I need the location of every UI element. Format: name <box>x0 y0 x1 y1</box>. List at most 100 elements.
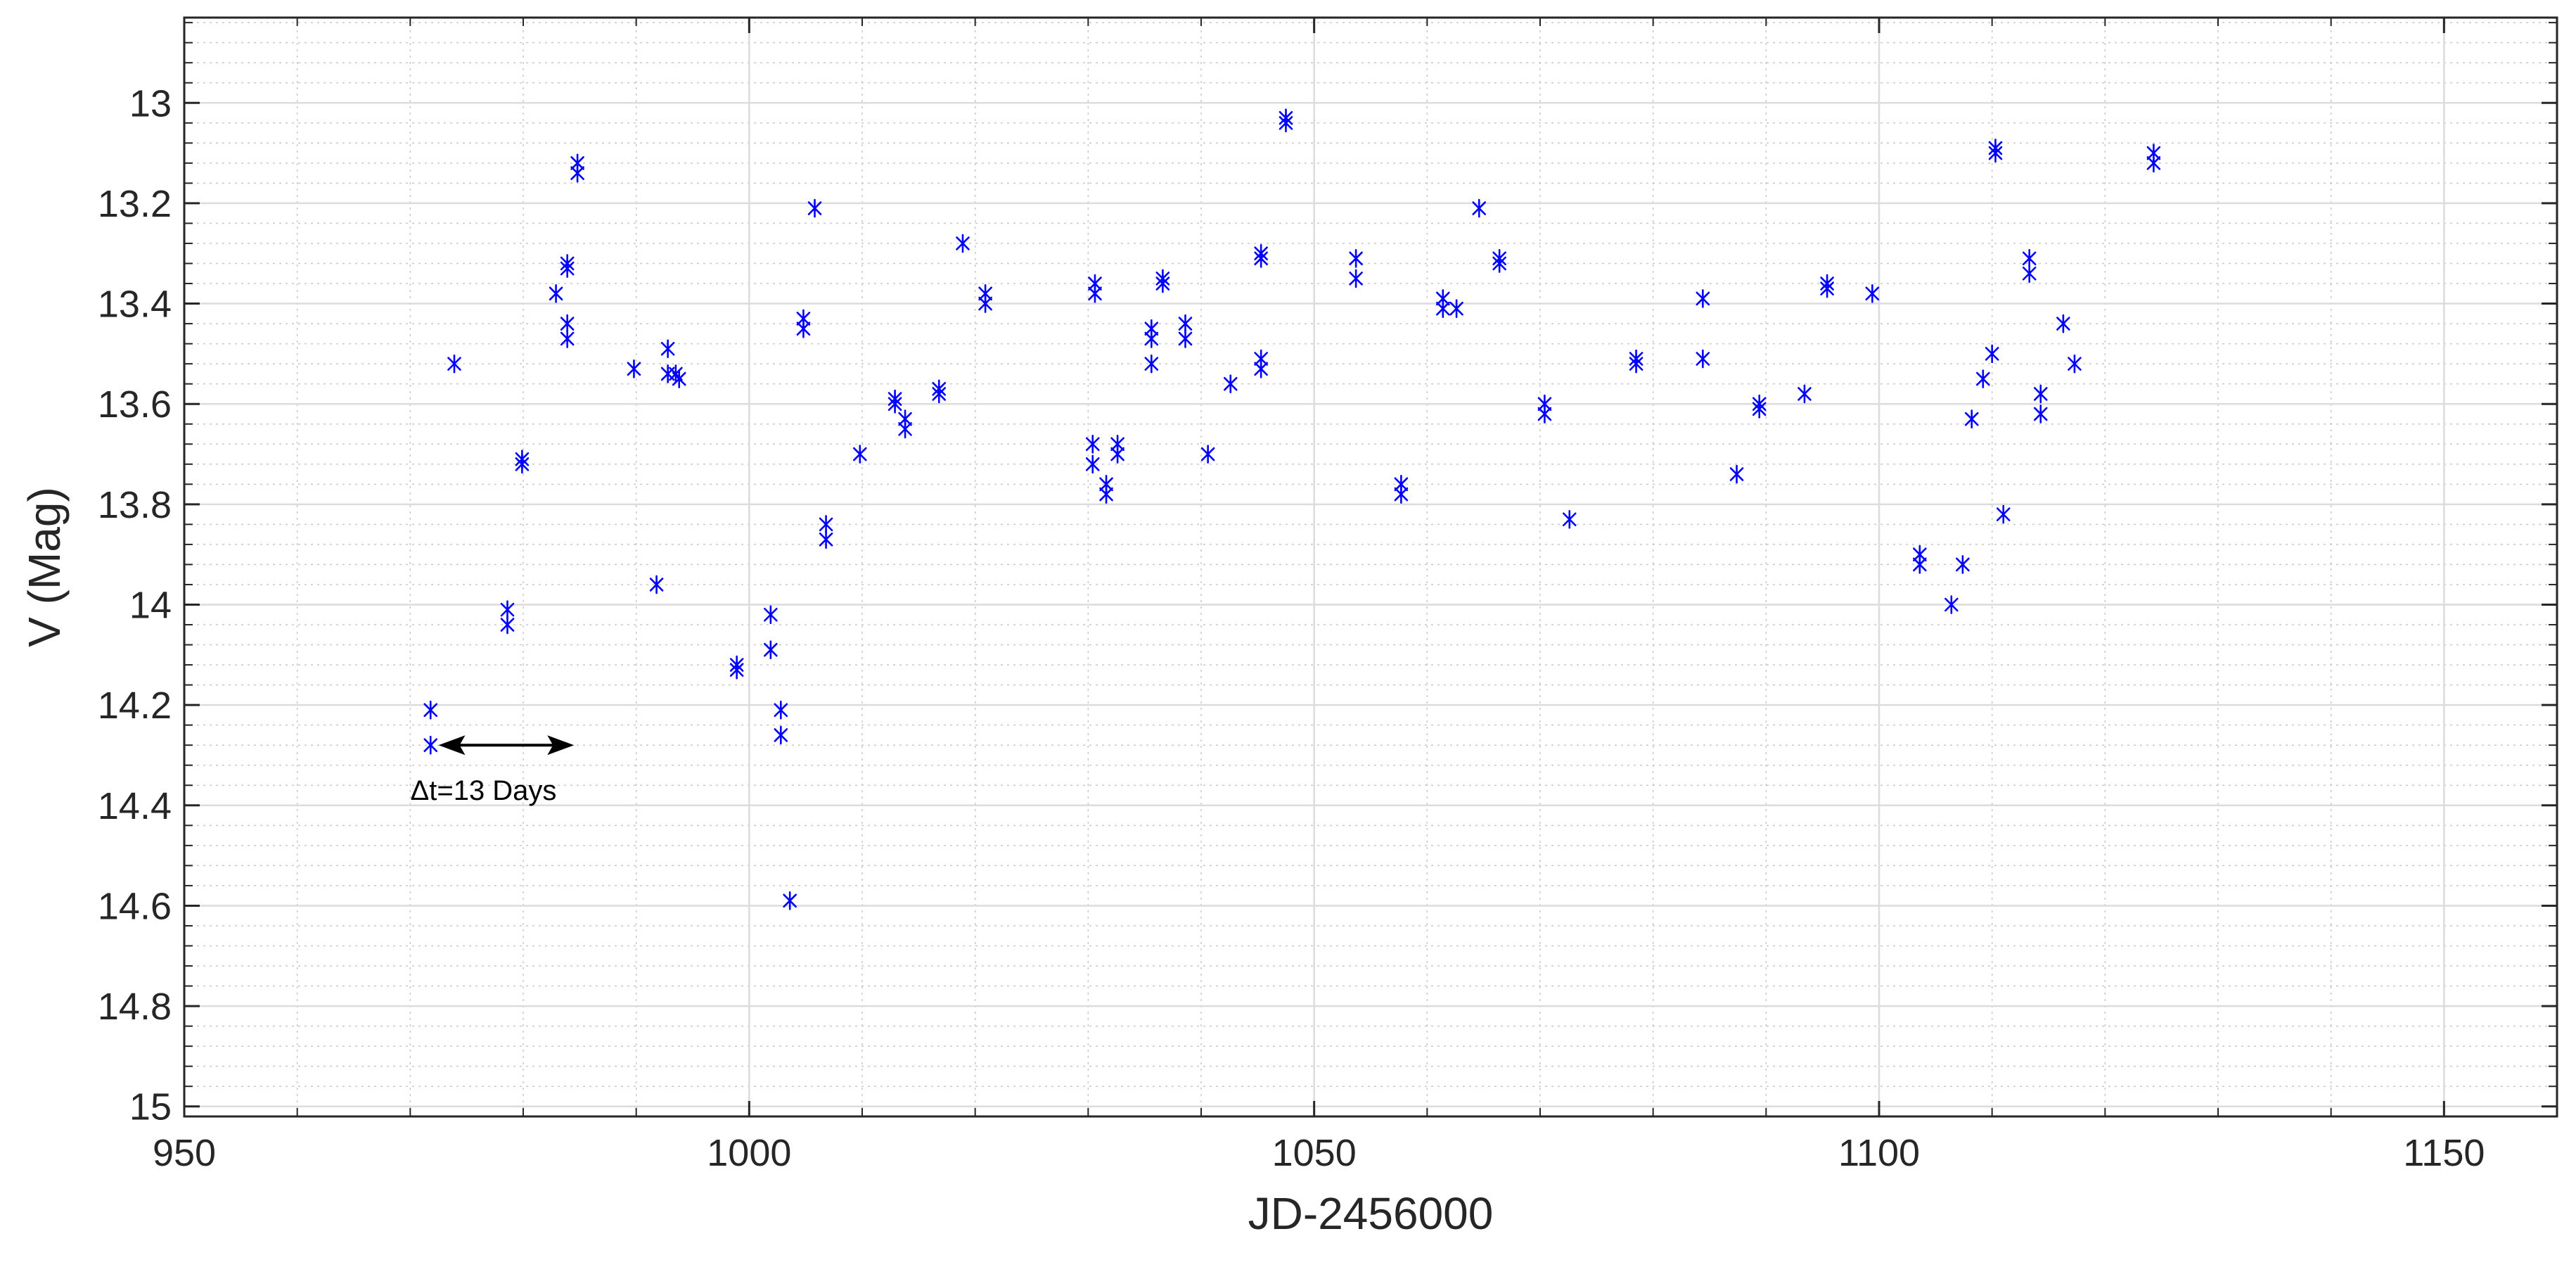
data-point <box>560 259 575 278</box>
data-point <box>783 891 797 910</box>
data-point <box>956 234 970 253</box>
data-point <box>2022 264 2037 284</box>
data-point <box>1696 289 1710 308</box>
data-point <box>1913 555 1927 574</box>
data-point <box>807 198 822 218</box>
data-point <box>2068 354 2082 374</box>
data-point <box>1349 249 1363 268</box>
data-point <box>649 575 664 594</box>
data-point <box>774 700 788 720</box>
data-point <box>774 725 788 745</box>
data-point <box>852 445 867 464</box>
data-point <box>1144 329 1159 348</box>
y-tick-label: 13.6 <box>98 383 172 426</box>
data-points <box>423 108 2161 910</box>
data-point <box>500 615 515 635</box>
y-tick-label: 14.6 <box>98 885 172 927</box>
data-point <box>1254 359 1268 378</box>
y-tick-label: 13.4 <box>98 284 172 326</box>
y-tick-label: 14.8 <box>98 986 172 1028</box>
annotation-label: Δt=13 Days <box>411 775 557 806</box>
arrowhead-right <box>547 735 575 756</box>
data-point <box>819 515 833 534</box>
data-point <box>1865 284 1880 303</box>
x-tick-label: 1150 <box>2403 1132 2485 1174</box>
x-axis-label: JD-2456000 <box>1248 1188 1494 1239</box>
x-tick-label: 1000 <box>707 1132 791 1174</box>
data-point <box>1537 405 1552 424</box>
data-point <box>1110 445 1124 464</box>
y-tick-label: 14 <box>129 584 172 626</box>
arrowhead-left <box>438 735 466 756</box>
plot-area-frame <box>183 16 2558 1118</box>
y-tick-label: 14.2 <box>98 685 172 727</box>
data-point <box>1178 314 1193 333</box>
data-point <box>898 419 912 439</box>
y-tick-labels: 13 13.2 13.4 13.6 13.8 14 14.2 14.4 14.6 14.8 15 <box>98 82 172 1128</box>
data-point <box>560 314 575 333</box>
data-point <box>1088 284 1102 303</box>
data-point <box>500 600 515 619</box>
data-point <box>1085 454 1100 474</box>
data-point <box>1349 269 1363 288</box>
data-point <box>1394 485 1409 504</box>
data-point <box>1629 354 1643 374</box>
data-point <box>1752 400 1767 419</box>
data-point <box>1449 299 1463 318</box>
axis-ticks <box>183 18 2558 1116</box>
data-point <box>764 605 778 625</box>
interval-annotation: Δt=13 Days <box>411 735 575 806</box>
data-point <box>1155 274 1170 293</box>
y-tick-label: 13 <box>129 82 172 125</box>
y-axis-label: V (Mag) <box>19 487 70 647</box>
data-point <box>1099 485 1113 504</box>
data-point <box>423 735 438 755</box>
data-point <box>2033 405 2048 424</box>
data-point <box>2022 249 2037 268</box>
data-point <box>978 294 992 313</box>
y-tick-label: 14.4 <box>98 785 172 827</box>
data-point <box>1178 329 1193 348</box>
data-point <box>549 284 563 303</box>
data-point <box>764 640 778 659</box>
data-point <box>1436 299 1450 318</box>
data-point <box>1492 254 1506 273</box>
data-point <box>672 369 686 388</box>
x-tick-label: 950 <box>153 1132 216 1174</box>
major-grid <box>183 18 2557 1116</box>
data-point <box>1985 344 1999 364</box>
x-tick-labels: 950 1000 1050 1100 1150 <box>153 1132 2485 1174</box>
data-point <box>1085 434 1100 454</box>
data-point <box>1964 409 1979 428</box>
data-point <box>1279 113 1293 133</box>
data-point <box>819 530 833 549</box>
data-point <box>1820 279 1834 298</box>
data-point <box>1144 354 1159 374</box>
y-tick-label: 13.2 <box>98 183 172 225</box>
data-point <box>515 454 530 474</box>
data-point <box>2146 153 2161 173</box>
data-point <box>1944 595 1959 614</box>
data-point <box>1996 504 2011 524</box>
data-point <box>1976 369 1990 388</box>
y-tick-label: 15 <box>129 1086 172 1128</box>
data-point <box>1956 555 1970 574</box>
data-point <box>1696 349 1710 369</box>
data-point <box>1562 509 1577 529</box>
data-point <box>932 384 947 404</box>
data-point <box>570 163 584 183</box>
data-point <box>887 394 902 414</box>
data-point <box>1223 374 1238 393</box>
data-point <box>423 700 438 720</box>
data-point <box>1472 198 1487 218</box>
data-point <box>1729 464 1744 484</box>
data-point <box>560 329 575 348</box>
y-tick-label: 13.8 <box>98 484 172 526</box>
data-point <box>1200 445 1215 464</box>
data-point <box>2056 314 2070 333</box>
data-point <box>729 660 744 680</box>
data-point <box>1254 249 1268 268</box>
x-tick-label: 1050 <box>1272 1132 1357 1174</box>
x-tick-label: 1100 <box>1838 1132 1920 1174</box>
